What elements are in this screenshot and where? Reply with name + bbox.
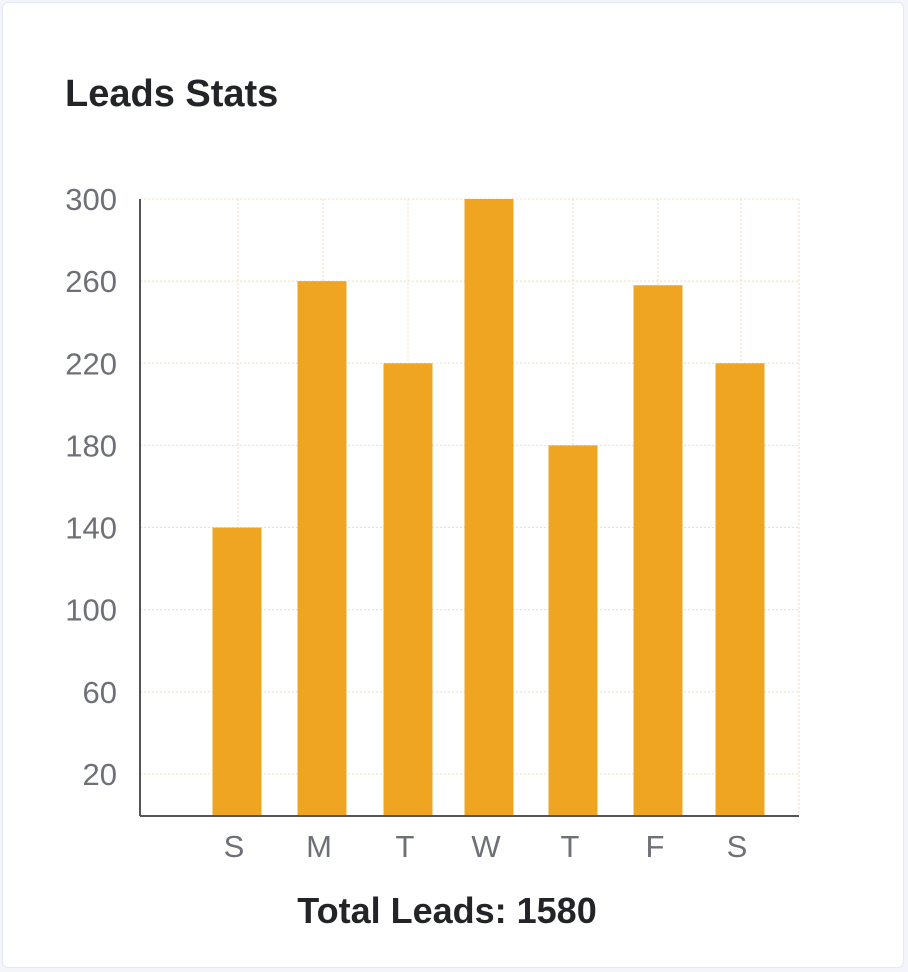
bar-4[interactable] xyxy=(548,445,598,815)
bar-0[interactable] xyxy=(212,527,262,815)
x-tick-label: T xyxy=(561,829,580,864)
x-tick-label: M xyxy=(306,829,332,864)
y-axis-ticks: 20 60 100 140 180 220 260 300 xyxy=(65,182,117,792)
chart-bars xyxy=(212,199,765,816)
bar-3[interactable] xyxy=(464,199,514,815)
y-tick-label: 60 xyxy=(83,675,117,710)
y-tick-label: 300 xyxy=(65,182,117,217)
x-tick-label: W xyxy=(471,829,501,864)
bar-6[interactable] xyxy=(715,363,765,815)
x-tick-label: S xyxy=(727,829,748,864)
bar-1[interactable] xyxy=(297,281,347,816)
y-tick-label: 220 xyxy=(65,346,117,381)
bar-5[interactable] xyxy=(633,285,683,815)
x-tick-label: T xyxy=(396,829,415,864)
total-leads-label: Total Leads: 1580 xyxy=(297,890,597,931)
x-tick-label: S xyxy=(224,829,245,864)
bar-2[interactable] xyxy=(383,363,433,815)
chart-axes xyxy=(139,199,799,817)
card-title: Leads Stats xyxy=(65,73,279,115)
y-tick-label: 180 xyxy=(65,428,117,463)
y-tick-label: 260 xyxy=(65,264,117,299)
y-tick-label: 140 xyxy=(65,511,117,546)
y-tick-label: 100 xyxy=(65,593,117,628)
leads-bar-chart: 20 60 100 140 180 220 260 300 S M T W T F S xyxy=(65,182,800,864)
x-tick-label: F xyxy=(646,829,665,864)
y-tick-label: 20 xyxy=(83,757,117,792)
